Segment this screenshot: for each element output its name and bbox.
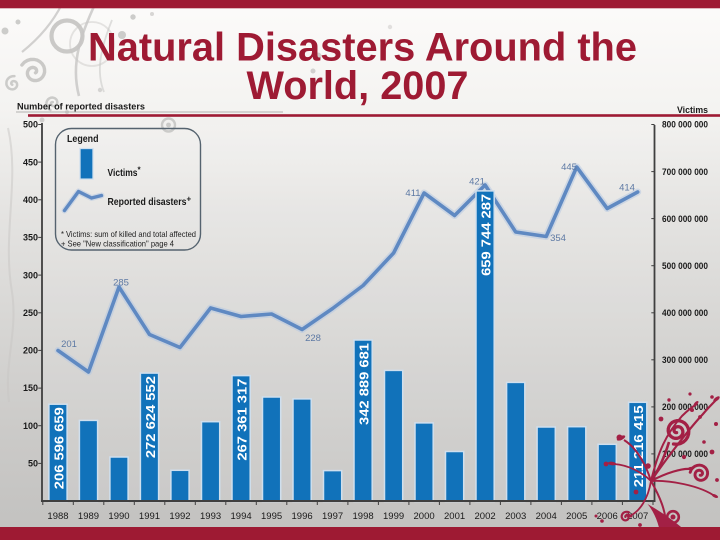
svg-text:Reported disasters+: Reported disasters+	[108, 195, 192, 209]
svg-text:500 000 000: 500 000 000	[662, 261, 708, 271]
svg-text:+ See "New classification" pag: + See "New classification" page 4	[61, 240, 174, 249]
svg-text:354: 354	[550, 233, 566, 244]
svg-text:350: 350	[23, 233, 38, 243]
svg-text:100 000 000: 100 000 000	[662, 449, 708, 459]
svg-text:1999: 1999	[383, 511, 404, 522]
svg-text:1989: 1989	[78, 511, 99, 522]
svg-text:228: 228	[305, 333, 321, 344]
svg-text:2007: 2007	[627, 511, 648, 522]
svg-text:700 000 000: 700 000 000	[662, 167, 708, 177]
svg-text:200 000 000: 200 000 000	[662, 402, 708, 412]
svg-text:2002: 2002	[475, 511, 496, 522]
svg-text:272 624 552: 272 624 552	[143, 376, 158, 458]
svg-text:World, 2007: World, 2007	[247, 64, 469, 108]
svg-text:Number of reported disasters: Number of reported disasters	[17, 102, 145, 113]
svg-text:1998: 1998	[353, 511, 374, 522]
svg-text:2005: 2005	[566, 511, 587, 522]
svg-text:Victims*: Victims*	[108, 166, 142, 180]
svg-text:1991: 1991	[139, 511, 160, 522]
svg-text:201: 201	[61, 339, 77, 350]
svg-text:1990: 1990	[108, 511, 129, 522]
svg-text:450: 450	[23, 157, 38, 167]
svg-text:2003: 2003	[505, 511, 526, 522]
svg-text:100: 100	[23, 421, 38, 431]
svg-text:1988: 1988	[47, 511, 68, 522]
svg-text:211 216 415: 211 216 415	[631, 405, 646, 487]
svg-text:50: 50	[28, 459, 38, 469]
svg-text:659 744 287: 659 744 287	[478, 194, 493, 276]
svg-text:2006: 2006	[597, 511, 618, 522]
svg-text:1992: 1992	[169, 511, 190, 522]
svg-text:* Victims: sum of killed and t: * Victims: sum of killed and total affec…	[61, 230, 196, 239]
svg-text:300: 300	[23, 270, 38, 280]
svg-text:Victims: Victims	[677, 105, 708, 116]
svg-text:2000: 2000	[414, 511, 435, 522]
svg-text:400: 400	[23, 195, 38, 205]
svg-text:2004: 2004	[536, 511, 557, 522]
svg-text:267 361 317: 267 361 317	[234, 379, 249, 461]
svg-text:200: 200	[23, 346, 38, 356]
svg-text:206 596 659: 206 596 659	[51, 407, 66, 489]
svg-text:500: 500	[23, 120, 38, 130]
svg-text:250: 250	[23, 308, 38, 318]
svg-text:421: 421	[469, 177, 485, 188]
svg-text:600 000 000: 600 000 000	[662, 214, 708, 224]
svg-text:411: 411	[405, 188, 420, 199]
svg-text:400 000 000: 400 000 000	[662, 308, 708, 318]
svg-text:285: 285	[113, 278, 129, 289]
svg-text:414: 414	[619, 183, 635, 194]
svg-text:1993: 1993	[200, 511, 221, 522]
svg-text:800 000 000: 800 000 000	[662, 120, 708, 130]
svg-text:1996: 1996	[292, 511, 313, 522]
svg-text:1995: 1995	[261, 511, 282, 522]
svg-text:300 000 000: 300 000 000	[662, 355, 708, 365]
svg-text:1994: 1994	[231, 511, 252, 522]
svg-text:Legend: Legend	[67, 133, 99, 145]
svg-text:2001: 2001	[444, 511, 465, 522]
svg-text:342 889 681: 342 889 681	[356, 343, 371, 425]
svg-text:1997: 1997	[322, 511, 343, 522]
svg-text:445: 445	[561, 162, 577, 173]
svg-text:Natural Disasters Around the: Natural Disasters Around the	[88, 26, 637, 70]
svg-text:150: 150	[23, 383, 38, 393]
